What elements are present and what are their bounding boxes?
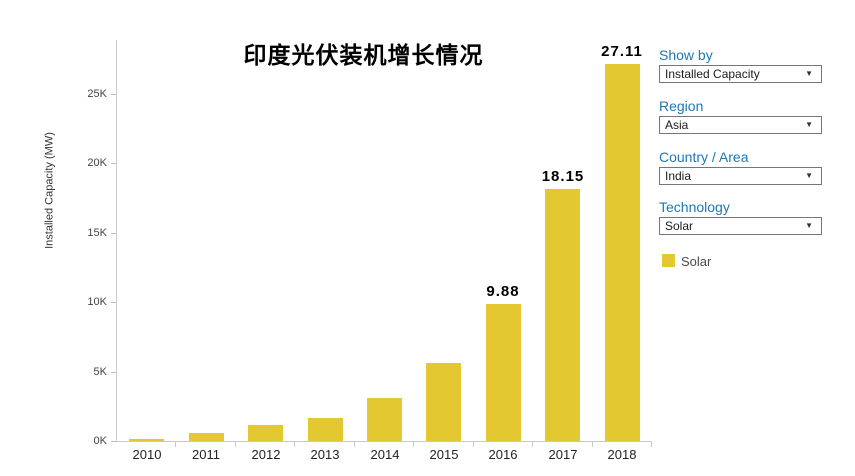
y-axis-line (116, 40, 117, 442)
x-axis-tick-mark (473, 442, 474, 447)
legend-label: Solar (681, 254, 712, 269)
x-axis-year-label-2013: 2013 (310, 447, 340, 462)
y-axis-tick-mark (111, 302, 116, 303)
y-axis-tick-label: 15K (87, 227, 107, 239)
page-title: 印度光伏装机增长情况 (243, 43, 484, 68)
x-axis-year-label-2010: 2010 (132, 447, 162, 462)
bar-2015[interactable] (426, 363, 461, 441)
bar-2018[interactable] (605, 64, 640, 441)
x-axis-year-label-2017: 2017 (548, 447, 578, 462)
x-axis-tick-mark (294, 442, 295, 447)
x-axis-year-label-2016: 2016 (488, 447, 518, 462)
chevron-down-icon[interactable]: ▼ (805, 221, 813, 230)
y-axis-tick-mark (111, 441, 116, 442)
x-axis-tick-mark (592, 442, 593, 447)
x-axis-tick-mark (354, 442, 355, 447)
country-area-dropdown[interactable]: India ▼ (659, 167, 822, 185)
bar-2011[interactable] (189, 433, 224, 441)
x-axis-tick-mark (175, 442, 176, 447)
bar-2017[interactable] (545, 189, 580, 441)
filter-label-technology: Technology (659, 199, 730, 215)
bar-value-label-2016: 9.88 (486, 283, 520, 300)
x-axis-year-label-2011: 2011 (192, 447, 220, 462)
show-by-dropdown-value: Installed Capacity (665, 67, 760, 81)
x-axis-tick-mark (235, 442, 236, 447)
country-area-dropdown-value: India (665, 169, 692, 183)
legend-item[interactable]: Solar (662, 252, 822, 270)
y-axis-tick-label: 10K (87, 296, 107, 308)
bar-2016[interactable] (486, 304, 521, 441)
y-axis-tick-label: 25K (87, 88, 107, 100)
region-dropdown[interactable]: Asia ▼ (659, 116, 822, 134)
technology-dropdown-value: Solar (665, 219, 694, 233)
x-axis-year-label-2014: 2014 (370, 447, 400, 462)
chevron-down-icon[interactable]: ▼ (805, 120, 813, 129)
bar-value-label-2017: 18.15 (541, 168, 585, 185)
y-axis-tick-mark (111, 94, 116, 95)
bar-value-label-2018: 27.11 (601, 43, 643, 60)
filter-label-region: Region (659, 98, 704, 114)
y-axis-title: Installed Capacity (MW) (43, 132, 56, 249)
bar-2010[interactable] (129, 439, 164, 441)
x-axis-year-label-2018: 2018 (607, 447, 637, 462)
y-axis-tick-mark (111, 233, 116, 234)
x-axis-year-label-2015: 2015 (429, 447, 459, 462)
y-axis-tick-label: 20K (87, 157, 107, 169)
legend-swatch (662, 254, 675, 267)
y-axis-tick-mark (111, 163, 116, 164)
x-axis-tick-mark (532, 442, 533, 447)
region-dropdown-value: Asia (665, 118, 689, 132)
filter-label-show-by: Show by (659, 47, 713, 63)
x-axis-tick-mark (413, 442, 414, 447)
y-axis-tick-mark (111, 372, 116, 373)
filter-label-country-area: Country / Area (659, 149, 749, 165)
bar-2014[interactable] (367, 398, 402, 441)
y-axis-tick-label: 0K (93, 435, 107, 447)
bar-2012[interactable] (248, 425, 283, 441)
x-axis-tick-mark (651, 442, 652, 447)
chevron-down-icon[interactable]: ▼ (805, 171, 813, 180)
chevron-down-icon[interactable]: ▼ (805, 69, 813, 78)
y-axis-tick-label: 5K (93, 366, 107, 378)
show-by-dropdown[interactable]: Installed Capacity ▼ (659, 65, 822, 83)
x-axis-line (116, 441, 652, 442)
x-axis-year-label-2012: 2012 (251, 447, 281, 462)
technology-dropdown[interactable]: Solar ▼ (659, 217, 822, 235)
chart-plot: 9.88 18.15 27.11 (117, 40, 652, 441)
bar-2013[interactable] (308, 418, 343, 441)
